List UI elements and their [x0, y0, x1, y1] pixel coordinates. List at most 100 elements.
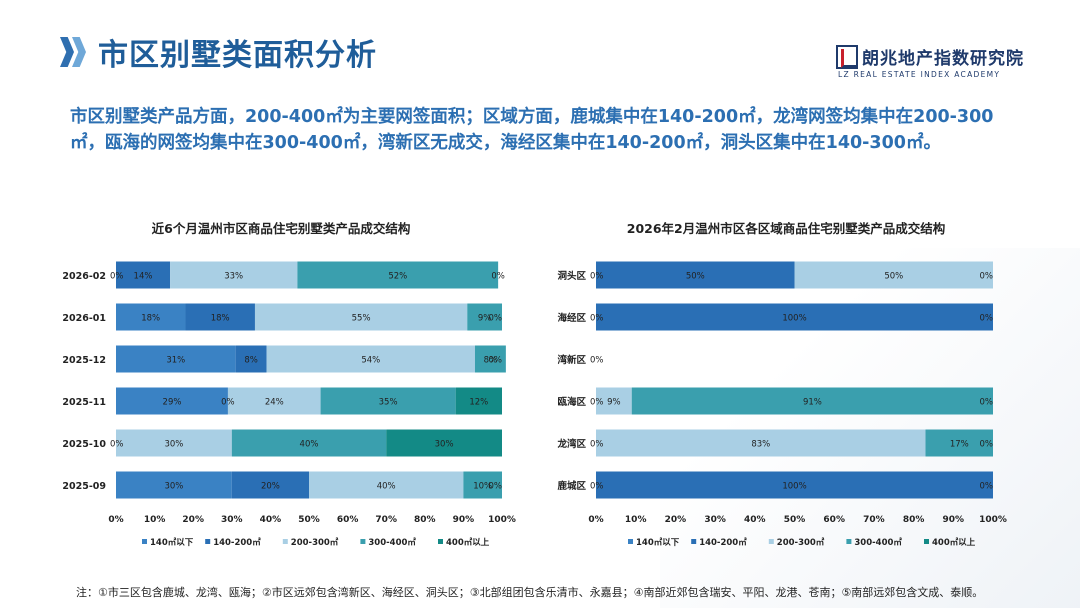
- data-label: 8%: [484, 356, 498, 366]
- bar-segment: [631, 387, 993, 415]
- x-tick-label: 0%: [588, 515, 603, 525]
- footnote: 注：①市三区包含鹿城、龙湾、瓯海；②市区远郊包含湾新区、海经区、洞头区；③北部组…: [76, 586, 984, 599]
- bar-segment: [231, 471, 309, 499]
- data-label: 18%: [211, 314, 230, 324]
- category-label: 2026-02: [62, 271, 106, 282]
- x-tick-label: 40%: [744, 515, 766, 525]
- bar-segment: [116, 261, 171, 289]
- x-tick-label: 100%: [979, 515, 1007, 525]
- data-label: 91%: [803, 398, 822, 408]
- x-tick-label: 70%: [863, 515, 885, 525]
- category-label: 2026-01: [62, 313, 106, 324]
- legend-entry: 300-400㎡: [368, 537, 416, 548]
- data-label: 0%: [590, 482, 604, 492]
- bar-segment: [297, 261, 499, 289]
- data-label: 31%: [166, 356, 185, 366]
- category-label: 鹿城区: [556, 480, 586, 492]
- bar-segment: [467, 303, 502, 331]
- legend-swatch: [205, 539, 211, 544]
- legend-entry: 300-400㎡: [854, 537, 902, 548]
- category-label: 湾新区: [557, 354, 586, 366]
- legend-swatch: [438, 539, 443, 544]
- category-label: 海经区: [557, 312, 586, 324]
- data-label: 52%: [388, 272, 407, 282]
- x-tick-label: 50%: [784, 515, 806, 525]
- data-label: 8%: [244, 356, 258, 366]
- data-label: 100%: [782, 482, 806, 492]
- data-label: 30%: [164, 482, 183, 492]
- x-tick-label: 70%: [375, 515, 397, 525]
- data-label: 30%: [435, 440, 454, 450]
- legend-swatch: [846, 539, 852, 544]
- lz-logo-icon: [836, 44, 858, 69]
- x-tick-label: 30%: [221, 515, 243, 525]
- data-label: 0%: [980, 398, 994, 408]
- data-label: 0%: [980, 482, 994, 492]
- x-tick-label: 40%: [260, 515, 282, 525]
- data-label: 0%: [489, 314, 503, 324]
- x-tick-label: 30%: [704, 515, 726, 525]
- data-label: 0%: [489, 356, 503, 366]
- chart-title-2: 2026年2月温州市区各区域商品住宅别墅类产品成交结构: [627, 221, 946, 236]
- bar-segment: [794, 261, 993, 289]
- legend-swatch: [768, 539, 774, 544]
- bar-segment: [266, 345, 475, 373]
- data-label: 54%: [361, 356, 380, 366]
- bar-segment: [386, 429, 502, 457]
- data-label: 55%: [352, 314, 371, 324]
- x-tick-label: 90%: [453, 515, 475, 525]
- data-label: 100%: [782, 314, 806, 324]
- data-label: 10%: [473, 482, 492, 492]
- legend-swatch: [360, 539, 366, 544]
- data-label: 0%: [590, 398, 604, 408]
- bar-segment: [596, 303, 993, 331]
- x-tick-label: 10%: [144, 515, 166, 525]
- title-bar: 市区别墅类面积分析: [60, 30, 377, 74]
- data-label: 9%: [607, 398, 621, 408]
- bar-segment: [596, 471, 993, 499]
- bar-segment: [596, 261, 795, 289]
- bar-segment: [116, 303, 186, 331]
- bar-segment: [116, 387, 228, 415]
- data-label: 20%: [261, 482, 280, 492]
- category-label: 龙湾区: [556, 438, 586, 450]
- data-label: 0%: [489, 482, 503, 492]
- data-label: 9%: [478, 314, 492, 324]
- x-tick-label: 60%: [337, 515, 359, 525]
- bar-segment: [185, 303, 255, 331]
- double-chevron-icon: [60, 37, 86, 67]
- logo: 朗兆地产指数研究院 LZ REAL ESTATE INDEX ACADEMY: [836, 44, 1024, 79]
- x-tick-label: 80%: [414, 515, 436, 525]
- data-label: 35%: [379, 398, 398, 408]
- category-label: 2025-12: [62, 355, 106, 366]
- bar-segment: [227, 387, 321, 415]
- data-label: 0%: [110, 272, 124, 282]
- data-label: 0%: [590, 440, 604, 450]
- bar-segment: [116, 471, 232, 499]
- logo-english: LZ REAL ESTATE INDEX ACADEMY: [838, 70, 1001, 79]
- legend-entry: 200-300㎡: [291, 537, 339, 548]
- data-label: 0%: [590, 356, 604, 366]
- x-tick-label: 20%: [182, 515, 204, 525]
- legend-entry: 140㎡以下: [636, 537, 680, 548]
- x-tick-label: 0%: [108, 515, 123, 525]
- data-label: 0%: [491, 272, 505, 282]
- x-tick-label: 60%: [823, 515, 845, 525]
- category-label: 洞头区: [556, 270, 586, 282]
- data-label: 0%: [980, 272, 994, 282]
- data-label: 12%: [469, 398, 488, 408]
- legend-entry: 140-200㎡: [213, 537, 261, 548]
- bar-segment: [116, 429, 232, 457]
- logo-name: 朗兆地产指数研究院: [862, 49, 1024, 69]
- data-label: 83%: [751, 440, 770, 450]
- bar-segment: [596, 387, 632, 415]
- bar-segment: [455, 387, 502, 415]
- x-tick-label: 50%: [298, 515, 320, 525]
- x-tick-label: 20%: [665, 515, 687, 525]
- legend-entry: 140㎡以下: [150, 537, 194, 548]
- legend-swatch: [691, 539, 697, 544]
- bar-segment: [116, 345, 236, 373]
- bar-segment: [474, 345, 506, 373]
- data-label: 0%: [590, 272, 604, 282]
